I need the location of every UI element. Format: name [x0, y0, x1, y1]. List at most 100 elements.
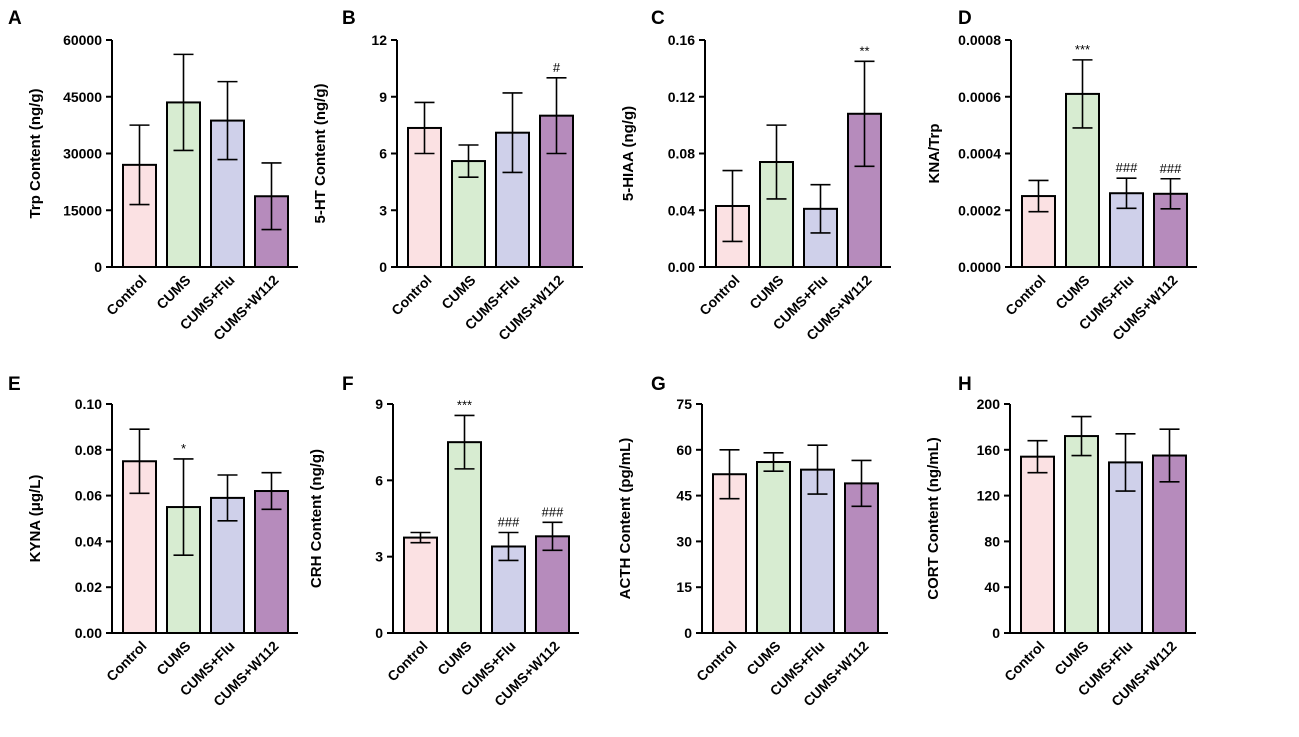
y-axis-label: KYNA (μg/L) — [27, 475, 44, 563]
y-axis-label: CORT Content (ng/mL) — [925, 437, 942, 599]
y-tick-label: 0.00 — [668, 259, 695, 275]
y-tick-label: 15000 — [63, 202, 102, 218]
y-tick-label: 0.0000 — [958, 259, 1001, 275]
y-tick-label: 0.04 — [75, 533, 102, 549]
panel-letter: G — [651, 374, 666, 395]
y-axis-label: 5-HT Content (ng/g) — [312, 84, 329, 224]
category-label: CUMS — [153, 638, 193, 678]
y-tick-label: 120 — [977, 488, 1001, 504]
y-tick-label: 0 — [94, 259, 102, 275]
y-tick-label: 0.16 — [668, 32, 695, 48]
panel-f: F 0 3 6 9 CRH Content (ng/g) Control *** CUMS ###… — [308, 374, 579, 709]
significance-label: * — [181, 441, 186, 456]
significance-label: ### — [542, 504, 564, 519]
category-label: CUMS — [1052, 272, 1092, 312]
y-tick-label: 0.0004 — [958, 146, 1001, 162]
significance-label: # — [553, 60, 561, 75]
y-tick-label: 0.0002 — [958, 202, 1001, 218]
y-tick-label: 60 — [676, 442, 692, 458]
bar — [447, 441, 482, 634]
category-label: CUMS — [746, 272, 786, 312]
category-label: CUMS — [434, 638, 474, 678]
category-label: Control — [384, 638, 431, 685]
y-tick-label: 200 — [977, 396, 1001, 412]
y-tick-label: 30 — [676, 533, 692, 549]
significance-label: ### — [1116, 160, 1138, 175]
significance-label: *** — [1075, 42, 1090, 57]
panel-letter: B — [342, 8, 356, 29]
y-axis-label: CRH Content (ng/g) — [308, 449, 325, 588]
y-tick-label: 3 — [379, 202, 387, 218]
category-label: Control — [103, 638, 150, 685]
y-tick-label: 75 — [676, 396, 692, 412]
bar — [1020, 455, 1055, 635]
y-tick-label: 0 — [992, 625, 1000, 641]
y-tick-label: 0 — [379, 259, 387, 275]
category-label: CUMS — [743, 638, 783, 678]
category-label: CUMS — [1051, 638, 1091, 678]
panel-h: H 0 40 80 120 160 200 CORT Content (ng/mL) Contr… — [925, 374, 1196, 709]
y-tick-label: 0.12 — [668, 89, 695, 105]
y-tick-label: 0.08 — [75, 442, 102, 458]
y-axis-label: 5-HIAA (ng/g) — [620, 106, 637, 201]
y-tick-label: 80 — [984, 533, 1000, 549]
bar — [756, 461, 791, 634]
y-tick-label: 0.0008 — [958, 32, 1001, 48]
panel-c: C 0.00 0.04 0.08 0.12 0.16 5-HIAA (ng/g) Contro… — [620, 8, 891, 343]
y-tick-label: 0.06 — [75, 488, 102, 504]
y-axis-label: Trp Content (ng/g) — [27, 89, 44, 219]
y-tick-label: 0 — [684, 625, 692, 641]
significance-label: ### — [498, 514, 520, 529]
panel-letter: F — [342, 374, 354, 395]
bar — [1064, 435, 1099, 634]
y-tick-label: 0.08 — [668, 146, 695, 162]
y-tick-label: 15 — [676, 579, 692, 595]
category-label: CUMS — [438, 272, 478, 312]
bar — [254, 490, 289, 634]
y-tick-label: 0.0006 — [958, 89, 1001, 105]
category-label: Control — [388, 272, 435, 319]
significance-label: *** — [457, 397, 472, 412]
panel-e: E 0.00 0.02 0.04 0.06 0.08 0.10 KYNA (μg/L) Cont… — [8, 374, 298, 709]
y-tick-label: 9 — [375, 396, 383, 412]
y-axis-label: ACTH Content (pg/mL) — [617, 438, 634, 600]
bar — [535, 535, 570, 634]
y-tick-label: 45 — [676, 488, 692, 504]
category-label: Control — [103, 272, 150, 319]
y-tick-label: 45000 — [63, 89, 102, 105]
y-tick-label: 40 — [984, 579, 1000, 595]
y-tick-label: 0.10 — [75, 396, 102, 412]
y-tick-label: 0 — [375, 625, 383, 641]
panel-letter: H — [958, 374, 972, 395]
panel-letter: A — [8, 8, 22, 29]
category-label: CUMS — [153, 272, 193, 312]
y-tick-label: 0.00 — [75, 625, 102, 641]
panel-d: D 0.0000 0.0002 0.0004 0.0006 0.0008 KNA/Trp Co… — [926, 8, 1197, 343]
panel-letter: D — [958, 8, 972, 29]
category-label: Control — [693, 638, 740, 685]
y-tick-label: 0.02 — [75, 579, 102, 595]
bar — [1153, 192, 1188, 268]
panel-letter: E — [8, 374, 21, 395]
y-tick-label: 0.04 — [668, 202, 695, 218]
panel-letter: C — [651, 8, 665, 29]
category-label: Control — [1002, 272, 1049, 319]
bar — [800, 468, 835, 634]
y-tick-label: 6 — [379, 146, 387, 162]
y-tick-label: 9 — [379, 89, 387, 105]
y-tick-label: 160 — [977, 442, 1001, 458]
y-tick-label: 6 — [375, 472, 383, 488]
category-label: Control — [1001, 638, 1048, 685]
significance-label: ### — [1160, 161, 1182, 176]
significance-label: ** — [859, 43, 869, 58]
category-label: Control — [696, 272, 743, 319]
y-tick-label: 12 — [371, 32, 387, 48]
bar — [403, 536, 438, 634]
y-tick-label: 30000 — [63, 146, 102, 162]
panel-a: A 0 15000 30000 45000 60000 Trp Content (ng/g)… — [8, 8, 298, 343]
y-tick-label: 3 — [375, 549, 383, 565]
y-axis-label: KNA/Trp — [926, 124, 943, 184]
y-tick-label: 60000 — [63, 32, 102, 48]
